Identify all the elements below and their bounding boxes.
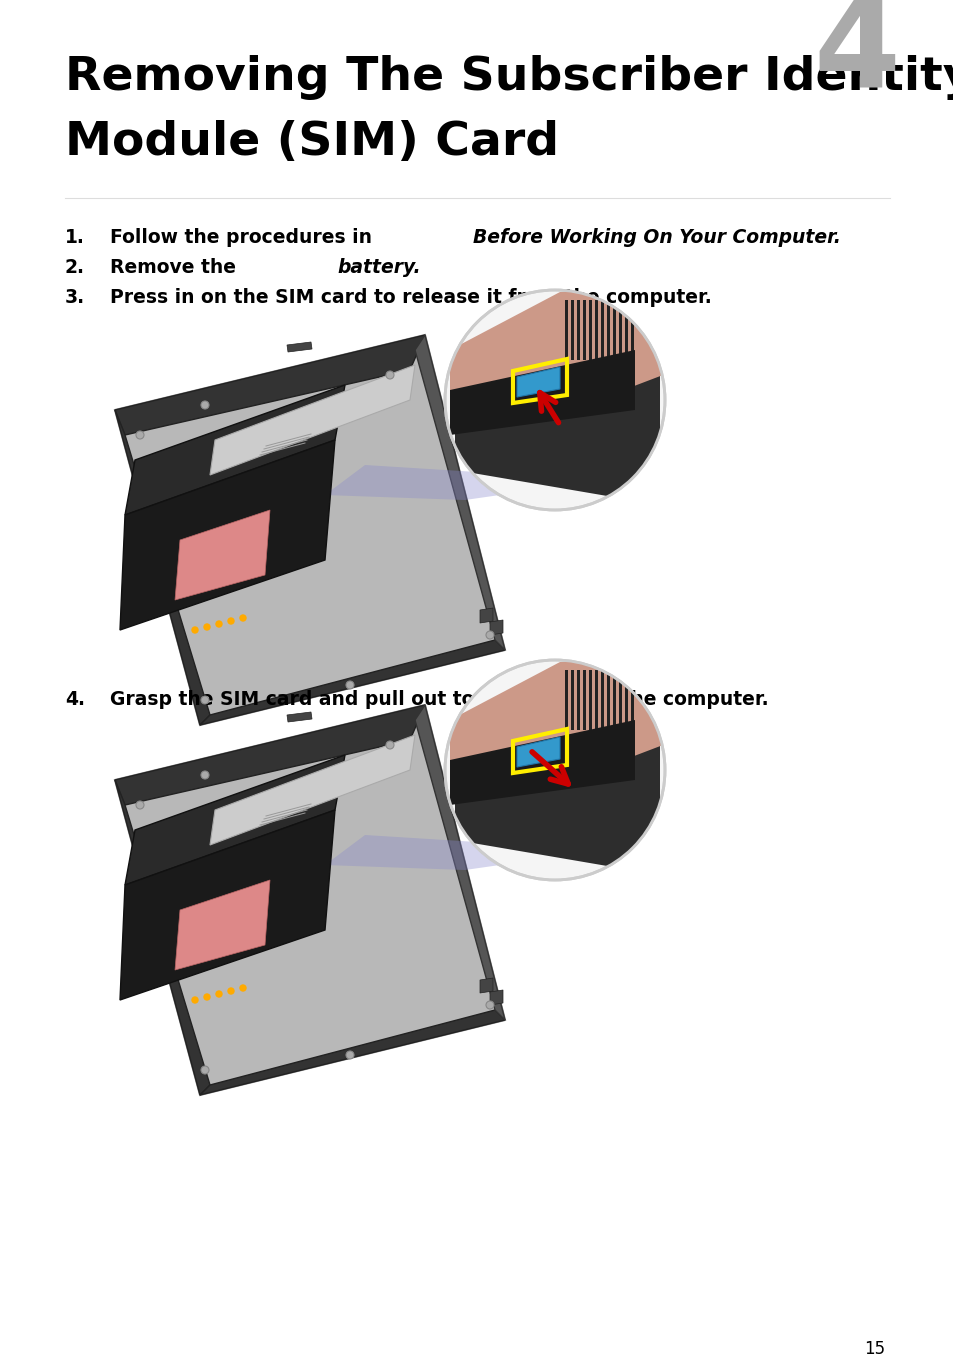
Circle shape xyxy=(346,1050,354,1059)
Polygon shape xyxy=(595,669,598,729)
Circle shape xyxy=(201,402,209,408)
Polygon shape xyxy=(606,669,609,729)
Circle shape xyxy=(228,617,233,624)
Text: Grasp the SIM card and pull out to release from the computer.: Grasp the SIM card and pull out to relea… xyxy=(110,690,768,709)
Text: 1.: 1. xyxy=(65,228,85,247)
Circle shape xyxy=(215,990,222,997)
Polygon shape xyxy=(517,367,559,398)
Polygon shape xyxy=(630,301,634,361)
Polygon shape xyxy=(490,620,502,635)
Text: Before Working On Your Computer.: Before Working On Your Computer. xyxy=(473,228,840,247)
Circle shape xyxy=(201,697,209,703)
Polygon shape xyxy=(450,292,662,419)
Circle shape xyxy=(240,615,246,622)
Polygon shape xyxy=(577,669,579,729)
Polygon shape xyxy=(618,301,621,361)
Polygon shape xyxy=(200,1009,504,1096)
Circle shape xyxy=(485,631,494,639)
Polygon shape xyxy=(174,510,270,600)
Circle shape xyxy=(240,985,246,990)
Polygon shape xyxy=(125,385,345,515)
Polygon shape xyxy=(613,301,616,361)
Text: 4: 4 xyxy=(812,0,899,115)
Polygon shape xyxy=(571,301,574,361)
Polygon shape xyxy=(115,705,424,805)
Polygon shape xyxy=(624,301,627,361)
Polygon shape xyxy=(120,440,335,630)
Polygon shape xyxy=(606,301,609,361)
Text: Module (SIM) Card: Module (SIM) Card xyxy=(65,120,558,165)
Text: 2.: 2. xyxy=(65,258,85,277)
Circle shape xyxy=(444,290,664,510)
Polygon shape xyxy=(115,335,424,434)
Polygon shape xyxy=(115,335,504,725)
Polygon shape xyxy=(287,342,312,352)
Text: Removing The Subscriber Identity: Removing The Subscriber Identity xyxy=(65,55,953,100)
Polygon shape xyxy=(630,669,634,729)
Circle shape xyxy=(485,1001,494,1009)
Polygon shape xyxy=(479,608,493,623)
Polygon shape xyxy=(450,663,662,790)
Polygon shape xyxy=(618,669,621,729)
Circle shape xyxy=(192,997,198,1003)
Polygon shape xyxy=(479,978,493,993)
Polygon shape xyxy=(455,665,659,876)
Polygon shape xyxy=(490,990,502,1005)
Circle shape xyxy=(201,1065,209,1074)
Text: 15: 15 xyxy=(863,1340,884,1358)
Polygon shape xyxy=(115,780,210,1096)
Circle shape xyxy=(192,627,198,632)
Polygon shape xyxy=(564,301,567,361)
Polygon shape xyxy=(582,301,585,361)
Polygon shape xyxy=(613,669,616,729)
Polygon shape xyxy=(415,705,504,1020)
Polygon shape xyxy=(200,641,504,725)
Polygon shape xyxy=(624,669,627,729)
Circle shape xyxy=(204,994,210,1000)
Polygon shape xyxy=(455,295,659,505)
Circle shape xyxy=(136,800,144,809)
Polygon shape xyxy=(115,705,504,1096)
Text: 4.: 4. xyxy=(65,690,85,709)
Text: Press in on the SIM card to release it from the computer.: Press in on the SIM card to release it f… xyxy=(110,288,711,307)
Polygon shape xyxy=(600,301,603,361)
Polygon shape xyxy=(571,669,574,729)
Polygon shape xyxy=(415,335,504,650)
Circle shape xyxy=(346,682,354,688)
Polygon shape xyxy=(564,669,567,729)
Polygon shape xyxy=(517,738,559,766)
Circle shape xyxy=(204,624,210,630)
Text: 3.: 3. xyxy=(65,288,85,307)
Circle shape xyxy=(444,660,664,880)
Polygon shape xyxy=(588,669,592,729)
Polygon shape xyxy=(325,464,604,500)
Polygon shape xyxy=(210,735,415,846)
Polygon shape xyxy=(582,669,585,729)
Polygon shape xyxy=(577,301,579,361)
Polygon shape xyxy=(125,755,345,885)
Polygon shape xyxy=(325,835,604,870)
Circle shape xyxy=(215,622,222,627)
Polygon shape xyxy=(174,880,270,970)
Polygon shape xyxy=(595,301,598,361)
Text: Follow the procedures in: Follow the procedures in xyxy=(110,228,378,247)
Polygon shape xyxy=(450,350,635,434)
Polygon shape xyxy=(115,410,210,725)
Circle shape xyxy=(386,740,394,749)
Text: battery.: battery. xyxy=(336,258,420,277)
Polygon shape xyxy=(120,810,335,1000)
Polygon shape xyxy=(450,720,635,805)
Polygon shape xyxy=(588,301,592,361)
Text: Remove the: Remove the xyxy=(110,258,242,277)
Circle shape xyxy=(201,770,209,779)
Polygon shape xyxy=(210,365,415,475)
Polygon shape xyxy=(287,712,312,723)
Circle shape xyxy=(228,988,233,994)
Polygon shape xyxy=(600,669,603,729)
Circle shape xyxy=(136,432,144,438)
Circle shape xyxy=(386,372,394,378)
